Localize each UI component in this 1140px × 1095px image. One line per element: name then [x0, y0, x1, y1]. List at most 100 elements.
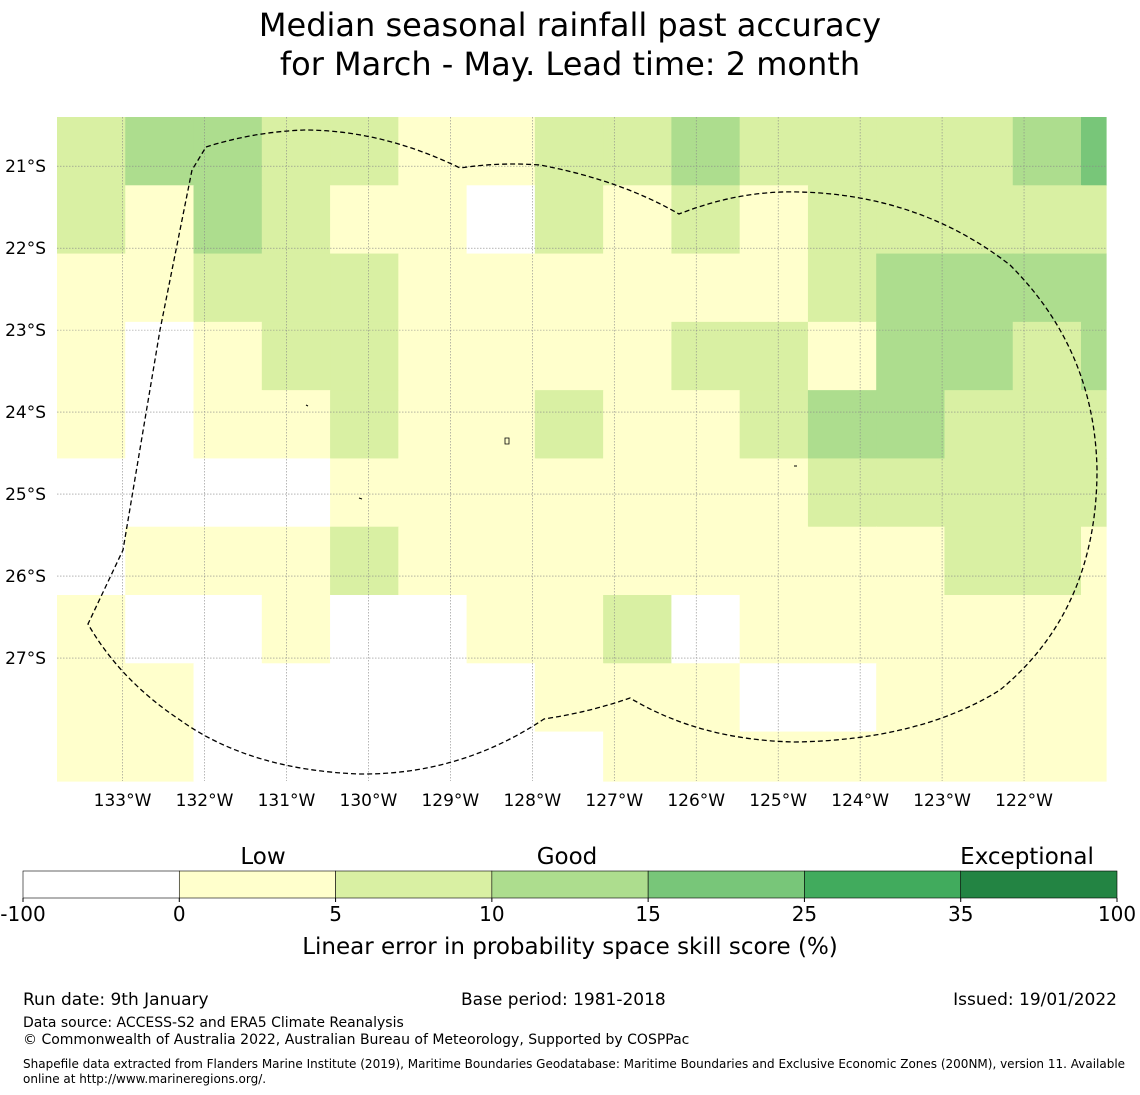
heatmap-cell — [739, 595, 809, 664]
heatmap-cell — [193, 390, 263, 460]
heatmap-cell — [57, 117, 126, 186]
x-tick-label: 122°W — [995, 791, 1053, 811]
heatmap-cell — [57, 526, 126, 596]
colorbar-category-label: Good — [537, 844, 598, 870]
heatmap-cell — [330, 731, 399, 782]
heatmap-cell — [330, 390, 399, 460]
x-tick-label: 125°W — [749, 791, 807, 811]
heatmap-cell — [466, 458, 536, 528]
heatmap-cell — [876, 731, 946, 782]
heatmap-cell — [398, 731, 468, 782]
heatmap-cell — [876, 117, 946, 186]
map-gridlines — [57, 117, 1106, 781]
heatmap-cell — [125, 390, 195, 460]
heatmap-cell — [57, 185, 126, 255]
heatmap-cell — [739, 321, 809, 391]
colorbar-tick-label: 100 — [1098, 902, 1136, 926]
heatmap-cell — [944, 390, 1014, 460]
heatmap-cell — [603, 253, 673, 323]
heatmap-cell — [1012, 253, 1082, 323]
heatmap-cell — [534, 595, 604, 664]
heatmap-cell — [534, 321, 604, 391]
x-tick-label: 133°W — [94, 791, 152, 811]
heatmap-cell — [261, 253, 331, 323]
heatmap-cell — [603, 390, 673, 460]
heatmap-cell — [398, 595, 468, 664]
heatmap-cell — [57, 253, 126, 323]
y-tick-label: 22°S — [5, 239, 46, 259]
y-tick-label: 23°S — [5, 321, 46, 341]
heatmap-cell — [193, 185, 263, 255]
colorbar-segment — [804, 870, 962, 899]
chart-title-line-2: for March - May. Lead time: 2 month — [279, 45, 861, 83]
heatmap-cell — [739, 253, 809, 323]
colorbar-tick-label: 25 — [792, 902, 817, 926]
heatmap-cell — [534, 117, 604, 186]
x-tick-label: 131°W — [258, 791, 316, 811]
heatmap-cell — [876, 458, 946, 528]
heatmap-cell — [534, 253, 604, 323]
heatmap-cell — [876, 253, 946, 323]
heatmap-cell — [193, 253, 263, 323]
heatmap-cell — [398, 117, 468, 186]
heatmap-cell — [739, 458, 809, 528]
heatmap-cell — [876, 595, 946, 664]
heatmap-cell — [807, 595, 877, 664]
colorbar-tick-label: 15 — [635, 902, 660, 926]
heatmap-cell — [398, 663, 468, 733]
copyright: © Commonwealth of Australia 2022, Austra… — [23, 1032, 690, 1048]
colorbar-tick-label: -100 — [0, 902, 45, 926]
shapefile-credit: Shapefile data extracted from Flanders M… — [23, 1057, 1126, 1086]
heatmap-cell — [1081, 731, 1107, 782]
heatmap-cell — [261, 663, 331, 733]
colorbar-tick-label: 0 — [173, 902, 186, 926]
heatmap-cell — [1081, 321, 1107, 391]
heatmap-cell — [807, 321, 877, 391]
heatmap-cell — [330, 595, 399, 664]
colorbar-segment — [647, 870, 805, 899]
island-marker — [305, 404, 309, 407]
chart-title: Median seasonal rainfall past accuracy f… — [0, 6, 1140, 84]
heatmap-cell — [1081, 117, 1107, 186]
heatmap-cell — [57, 458, 126, 528]
heatmap-cell — [330, 117, 399, 186]
heatmap-cell — [1012, 526, 1082, 596]
x-tick-label: 132°W — [176, 791, 234, 811]
heatmap-cell — [944, 253, 1014, 323]
heatmap-cell — [534, 185, 604, 255]
heatmap-cell — [193, 526, 263, 596]
data-source: Data source: ACCESS-S2 and ERA5 Climate … — [23, 1015, 404, 1031]
y-tick-label: 24°S — [5, 403, 46, 423]
run-date: Run date: 9th January — [23, 990, 209, 1010]
heatmap-cell — [193, 321, 263, 391]
eez-boundary — [87, 129, 1098, 775]
colorbar-segment — [960, 870, 1118, 899]
heatmap-cell — [193, 731, 263, 782]
heatmap-cell — [398, 321, 468, 391]
heatmap-cells — [57, 117, 1107, 782]
heatmap-cell — [807, 526, 877, 596]
y-tick-label: 26°S — [5, 567, 46, 587]
heatmap-cell — [534, 390, 604, 460]
heatmap-cell — [876, 663, 946, 733]
heatmap-cell — [534, 663, 604, 733]
issued-date: Issued: 19/01/2022 — [953, 990, 1117, 1010]
heatmap-cell — [944, 117, 1014, 186]
heatmap-cell — [57, 390, 126, 460]
heatmap-cell — [944, 663, 1014, 733]
heatmap-cell — [739, 526, 809, 596]
x-tick-label: 126°W — [667, 791, 725, 811]
heatmap-cell — [876, 390, 946, 460]
heatmap-cell — [739, 663, 809, 733]
heatmap-cell — [671, 663, 741, 733]
heatmap-cell — [1012, 731, 1082, 782]
heatmap-cell — [1081, 663, 1107, 733]
x-tick-label: 123°W — [913, 791, 971, 811]
colorbar-category-label: Exceptional — [960, 844, 1094, 870]
chart-title-line-1: Median seasonal rainfall past accuracy — [258, 6, 882, 44]
heatmap-cell — [603, 663, 673, 733]
heatmap-cell — [1081, 185, 1107, 255]
heatmap-cell — [603, 458, 673, 528]
heatmap-cell — [125, 526, 195, 596]
heatmap-cell — [330, 253, 399, 323]
